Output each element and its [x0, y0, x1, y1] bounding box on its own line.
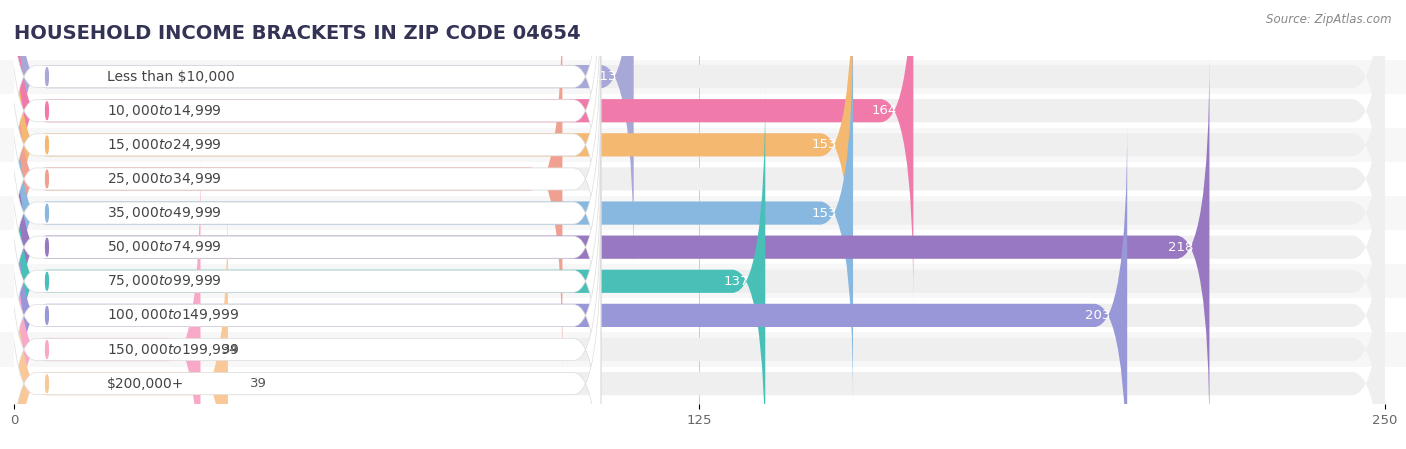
FancyBboxPatch shape	[14, 122, 1128, 449]
Text: Source: ZipAtlas.com: Source: ZipAtlas.com	[1267, 13, 1392, 26]
FancyBboxPatch shape	[14, 0, 1385, 304]
FancyBboxPatch shape	[0, 162, 1406, 196]
FancyBboxPatch shape	[14, 20, 853, 406]
Text: 113: 113	[592, 70, 617, 83]
Text: 153: 153	[811, 207, 837, 220]
Circle shape	[45, 341, 48, 358]
FancyBboxPatch shape	[0, 196, 1406, 230]
FancyBboxPatch shape	[14, 0, 562, 372]
Text: $35,000 to $49,999: $35,000 to $49,999	[107, 205, 222, 221]
FancyBboxPatch shape	[8, 0, 600, 304]
FancyBboxPatch shape	[14, 0, 1385, 270]
FancyBboxPatch shape	[8, 53, 600, 373]
Text: 137: 137	[723, 275, 749, 288]
Circle shape	[45, 136, 48, 154]
Text: $50,000 to $74,999: $50,000 to $74,999	[107, 239, 222, 255]
Text: $25,000 to $34,999: $25,000 to $34,999	[107, 171, 222, 187]
FancyBboxPatch shape	[14, 156, 1385, 449]
FancyBboxPatch shape	[14, 88, 1385, 449]
FancyBboxPatch shape	[14, 190, 1385, 449]
FancyBboxPatch shape	[14, 0, 1385, 338]
Circle shape	[45, 238, 48, 256]
FancyBboxPatch shape	[8, 224, 600, 449]
Text: 203: 203	[1085, 309, 1111, 322]
FancyBboxPatch shape	[0, 332, 1406, 366]
Text: 34: 34	[222, 343, 239, 356]
FancyBboxPatch shape	[14, 190, 228, 449]
FancyBboxPatch shape	[0, 60, 1406, 94]
FancyBboxPatch shape	[0, 230, 1406, 264]
FancyBboxPatch shape	[8, 19, 600, 339]
FancyBboxPatch shape	[14, 88, 765, 449]
Text: $10,000 to $14,999: $10,000 to $14,999	[107, 103, 222, 119]
FancyBboxPatch shape	[8, 88, 600, 407]
FancyBboxPatch shape	[14, 54, 1209, 440]
Circle shape	[45, 68, 48, 85]
Text: $200,000+: $200,000+	[107, 377, 184, 391]
Circle shape	[45, 307, 48, 324]
Text: 164: 164	[872, 104, 897, 117]
Text: $150,000 to $199,999: $150,000 to $199,999	[107, 342, 239, 357]
FancyBboxPatch shape	[14, 0, 914, 304]
Text: 100: 100	[520, 172, 546, 185]
FancyBboxPatch shape	[8, 122, 600, 441]
FancyBboxPatch shape	[14, 20, 1385, 406]
FancyBboxPatch shape	[8, 190, 600, 449]
Circle shape	[45, 273, 48, 290]
FancyBboxPatch shape	[14, 122, 1385, 449]
Text: HOUSEHOLD INCOME BRACKETS IN ZIP CODE 04654: HOUSEHOLD INCOME BRACKETS IN ZIP CODE 04…	[14, 24, 581, 44]
FancyBboxPatch shape	[14, 0, 1385, 372]
Text: 218: 218	[1167, 241, 1192, 254]
FancyBboxPatch shape	[14, 54, 1385, 440]
FancyBboxPatch shape	[0, 264, 1406, 298]
FancyBboxPatch shape	[0, 94, 1406, 128]
Circle shape	[45, 375, 48, 392]
Text: Less than $10,000: Less than $10,000	[107, 70, 235, 84]
Text: $100,000 to $149,999: $100,000 to $149,999	[107, 308, 239, 323]
Text: $15,000 to $24,999: $15,000 to $24,999	[107, 137, 222, 153]
FancyBboxPatch shape	[0, 366, 1406, 401]
FancyBboxPatch shape	[8, 0, 600, 270]
Circle shape	[45, 204, 48, 222]
Circle shape	[45, 170, 48, 188]
FancyBboxPatch shape	[14, 0, 853, 338]
FancyBboxPatch shape	[0, 298, 1406, 332]
FancyBboxPatch shape	[8, 0, 600, 236]
FancyBboxPatch shape	[14, 0, 634, 270]
Circle shape	[45, 102, 48, 119]
Text: 39: 39	[250, 377, 267, 390]
FancyBboxPatch shape	[0, 128, 1406, 162]
FancyBboxPatch shape	[8, 156, 600, 449]
Text: 153: 153	[811, 138, 837, 151]
FancyBboxPatch shape	[14, 156, 201, 449]
Text: $75,000 to $99,999: $75,000 to $99,999	[107, 273, 222, 289]
